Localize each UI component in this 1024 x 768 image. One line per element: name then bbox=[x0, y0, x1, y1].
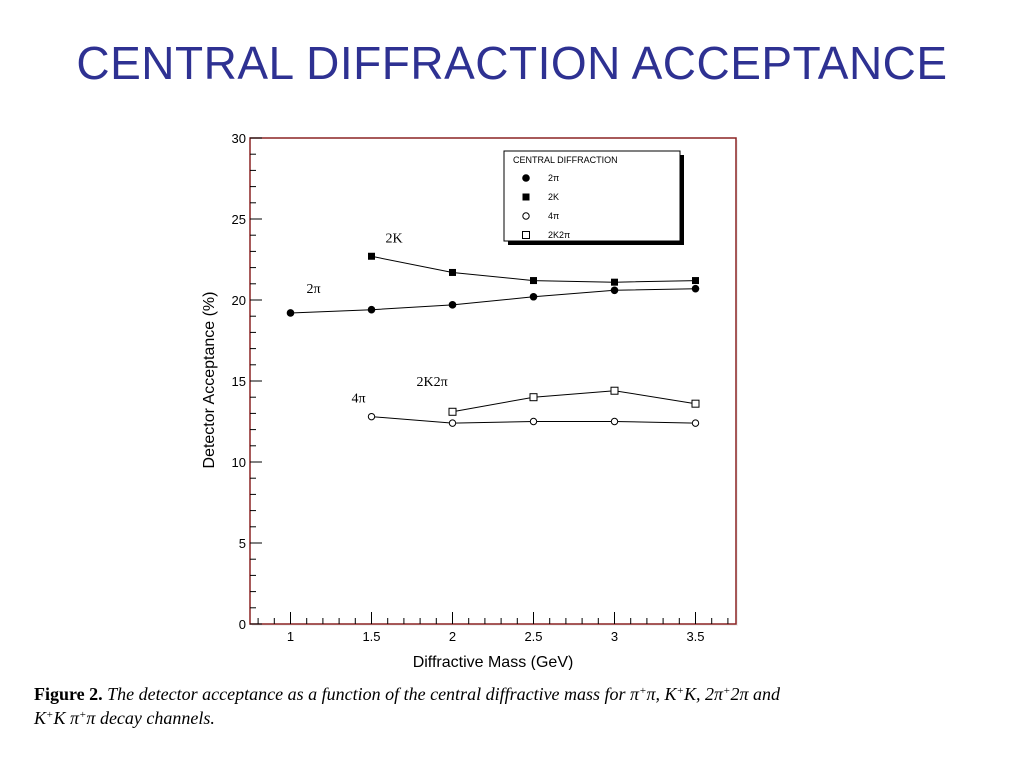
data-point bbox=[610, 417, 619, 426]
data-point bbox=[691, 419, 700, 427]
caption-text: π decay channels. bbox=[86, 708, 215, 728]
series-4π bbox=[367, 412, 700, 427]
data-point bbox=[286, 309, 295, 317]
data-point bbox=[691, 399, 700, 408]
legend-box bbox=[503, 150, 681, 242]
data-point bbox=[611, 278, 618, 286]
series-label: 2K2π bbox=[417, 375, 448, 390]
series-label: 4π bbox=[352, 392, 366, 407]
data-point bbox=[448, 407, 457, 416]
legend-marker bbox=[522, 174, 530, 182]
data-point bbox=[691, 284, 700, 293]
caption-text: 2π and bbox=[730, 684, 780, 704]
series-line bbox=[452, 390, 696, 413]
series-layer bbox=[286, 252, 700, 427]
legend-entry: 2K2π bbox=[548, 230, 570, 240]
x-tick-label: 1.5 bbox=[362, 629, 380, 644]
data-point bbox=[529, 393, 538, 402]
figure-caption: Figure 2. The detector acceptance as a f… bbox=[34, 682, 994, 730]
data-point bbox=[692, 277, 699, 285]
series-2π bbox=[286, 284, 700, 317]
series-2K bbox=[368, 252, 699, 286]
x-tick-label: 2.5 bbox=[524, 629, 542, 644]
axes: 0 5 10 15 20 25 30 1 1.5 2 2.5 3 3.5 bbox=[232, 131, 729, 644]
caption-sup: + bbox=[639, 685, 647, 697]
y-tick-label: 30 bbox=[232, 131, 246, 146]
caption-sup: + bbox=[723, 685, 731, 697]
x-tick-label: 3.5 bbox=[686, 629, 704, 644]
data-point bbox=[368, 252, 375, 260]
data-point bbox=[529, 292, 538, 301]
data-point bbox=[530, 277, 537, 285]
caption-text: K, 2π bbox=[683, 684, 724, 704]
legend-marker bbox=[522, 193, 530, 201]
legend-entry: 2K bbox=[548, 192, 559, 202]
legend: CENTRAL DIFFRACTION 2π 2K 4π 2K2π bbox=[503, 150, 684, 245]
y-tick-label: 20 bbox=[232, 293, 246, 308]
legend-marker bbox=[522, 231, 530, 239]
y-axis-label: Detector Acceptance (%) bbox=[201, 292, 218, 469]
caption-sup: + bbox=[676, 685, 684, 697]
x-axis-label: Diffractive Mass (GeV) bbox=[413, 654, 574, 670]
y-tick-label: 25 bbox=[232, 212, 246, 227]
series-line bbox=[290, 288, 696, 314]
series-2K2π bbox=[448, 386, 700, 416]
data-point bbox=[448, 301, 457, 309]
caption-text: The detector acceptance as a function of… bbox=[107, 684, 640, 704]
caption-figure-label: Figure 2. bbox=[34, 684, 103, 704]
x-tick-label: 1 bbox=[287, 629, 294, 644]
legend-marker bbox=[522, 212, 530, 220]
slide-title: CENTRAL DIFFRACTION ACCEPTANCE bbox=[76, 37, 948, 89]
caption-text: K bbox=[34, 708, 47, 728]
series-label: 2K bbox=[386, 231, 403, 246]
series-label: 2π bbox=[307, 282, 321, 297]
y-tick-label: 15 bbox=[232, 374, 246, 389]
legend-title: CENTRAL DIFFRACTION bbox=[513, 155, 618, 165]
x-tick-label: 3 bbox=[611, 629, 618, 644]
data-point bbox=[529, 417, 538, 426]
series-labels: 2π 2K 4π 2K2π bbox=[307, 231, 448, 406]
caption-text: K π bbox=[53, 708, 79, 728]
data-point bbox=[448, 419, 457, 427]
x-tick-label: 2 bbox=[449, 629, 456, 644]
caption-sup: + bbox=[46, 709, 54, 721]
data-point bbox=[367, 305, 376, 314]
caption-sup: + bbox=[78, 709, 87, 721]
data-point bbox=[449, 268, 456, 276]
y-tick-label: 5 bbox=[239, 536, 246, 551]
y-tick-label: 0 bbox=[239, 617, 246, 632]
data-point bbox=[610, 286, 619, 295]
caption-text: π, K bbox=[646, 684, 677, 704]
legend-entry: 2π bbox=[548, 173, 559, 183]
data-point bbox=[610, 386, 619, 395]
legend-entry: 4π bbox=[548, 211, 559, 221]
y-tick-label: 10 bbox=[232, 455, 246, 470]
data-point bbox=[367, 412, 376, 421]
